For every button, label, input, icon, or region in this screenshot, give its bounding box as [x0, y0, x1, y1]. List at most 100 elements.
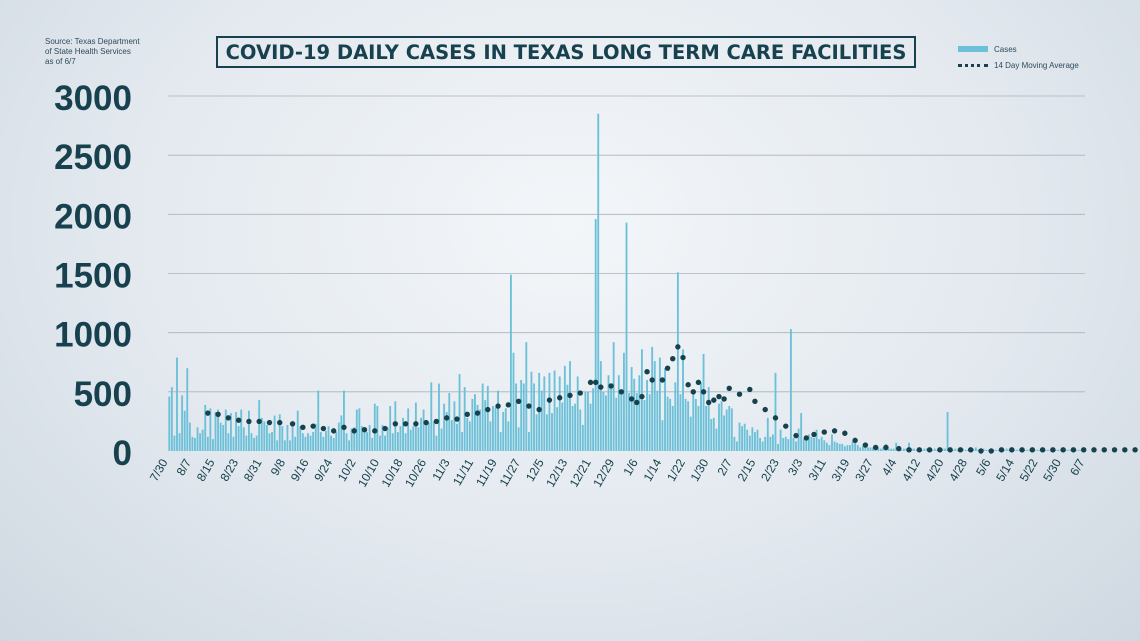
average-dot	[320, 425, 327, 432]
bar	[412, 426, 415, 451]
average-dot	[1019, 447, 1025, 453]
bar	[250, 433, 253, 451]
bar	[923, 448, 926, 451]
x-tick-label: 2/23	[758, 456, 782, 484]
average-dot	[235, 417, 242, 423]
bar	[707, 387, 710, 451]
bar	[545, 414, 548, 451]
average-dot	[618, 389, 625, 395]
bar	[777, 443, 779, 451]
bar	[366, 432, 368, 451]
average-dot	[783, 423, 789, 429]
bar	[314, 423, 317, 451]
bar	[420, 417, 422, 451]
bar	[461, 432, 464, 451]
chart-title: COVID-19 DAILY CASES IN TEXAS LONG TERM …	[225, 40, 907, 64]
average-dot	[862, 442, 869, 448]
bar	[625, 222, 628, 451]
average-dot	[289, 421, 296, 427]
average-dot	[402, 421, 409, 427]
gridlines	[168, 95, 1085, 393]
average-dot	[1050, 447, 1056, 453]
bar	[168, 396, 171, 451]
bar	[802, 439, 805, 451]
average-dot	[831, 428, 838, 434]
average-dot	[644, 369, 650, 375]
bar	[761, 441, 764, 451]
x-tick-label: 12/5	[523, 456, 547, 484]
bar	[579, 409, 582, 451]
average-dot	[762, 406, 768, 413]
y-tick-label: 3000	[54, 79, 132, 118]
bar	[710, 419, 713, 451]
bar	[533, 383, 535, 451]
bar	[815, 429, 818, 451]
average-dot	[664, 365, 671, 371]
bar	[825, 442, 828, 451]
bar	[378, 435, 381, 451]
x-tick-label: 8/7	[174, 456, 195, 478]
average-dot	[454, 416, 460, 422]
bar	[658, 357, 661, 451]
bar	[820, 436, 823, 451]
bar	[872, 447, 875, 451]
bar	[509, 274, 512, 451]
bar	[1057, 449, 1059, 451]
bar	[651, 346, 654, 451]
bar	[615, 397, 618, 451]
bar	[283, 440, 286, 451]
average-dot	[505, 402, 512, 408]
average-dot	[695, 379, 702, 386]
average-dot	[675, 344, 681, 350]
x-tick-label: 5/14	[993, 456, 1017, 484]
bar	[540, 390, 543, 451]
average-dot	[225, 415, 232, 421]
bar	[289, 440, 291, 451]
bar	[206, 436, 209, 451]
bar	[571, 406, 574, 451]
bar	[386, 427, 389, 451]
bar	[186, 368, 189, 451]
average-dot	[256, 418, 262, 425]
bar	[188, 422, 191, 451]
average-dot	[1060, 447, 1066, 453]
x-tick-label: 7/30	[147, 456, 171, 484]
bar	[679, 394, 682, 451]
bar	[230, 413, 232, 451]
bar	[882, 447, 885, 451]
bar	[466, 417, 469, 451]
y-tick-label: 2500	[54, 138, 132, 177]
average-dot	[392, 421, 399, 427]
bar	[741, 426, 744, 451]
bar	[263, 421, 266, 451]
average-dot	[246, 418, 252, 425]
bar	[551, 413, 553, 451]
bar	[782, 437, 785, 451]
bar	[430, 382, 433, 451]
x-tick-label: 4/4	[879, 456, 900, 478]
average-dot	[536, 406, 542, 413]
source-line: of State Health Services	[45, 47, 131, 56]
x-tick-label: 8/31	[241, 456, 265, 484]
average-dot	[464, 411, 470, 418]
bar	[227, 433, 230, 451]
bar	[974, 447, 977, 451]
bar	[720, 401, 723, 451]
bar	[913, 448, 916, 451]
average-dot	[443, 415, 450, 421]
bar	[525, 342, 528, 451]
bar-series-cases	[168, 113, 1085, 451]
bar	[1026, 449, 1029, 451]
bar	[453, 401, 456, 451]
bar	[712, 417, 715, 451]
average-dot	[726, 385, 732, 391]
bar	[294, 436, 297, 451]
bar	[530, 371, 533, 451]
x-tick-label: 5/6	[973, 456, 994, 478]
bar	[805, 439, 808, 451]
bar	[684, 398, 687, 451]
bar	[574, 403, 577, 451]
bar	[982, 448, 985, 451]
average-dot	[803, 435, 810, 441]
average-dot	[628, 396, 635, 402]
